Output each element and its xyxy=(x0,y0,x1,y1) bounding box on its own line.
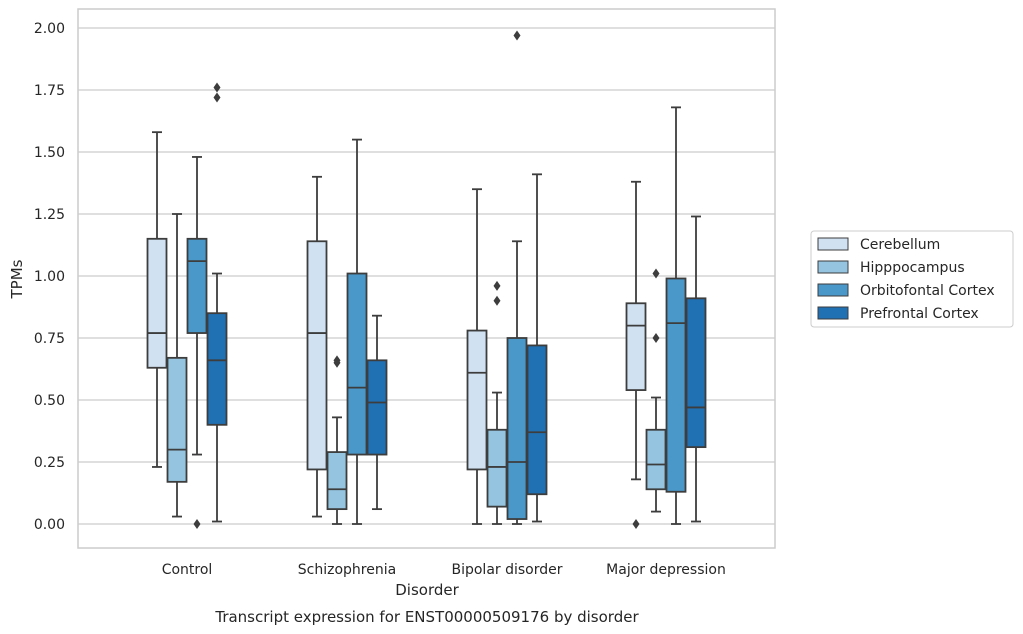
box-iqr xyxy=(366,359,388,456)
box-hipppocampus-2 xyxy=(486,280,508,525)
box-iqr xyxy=(146,237,168,369)
outlier-point xyxy=(213,82,221,93)
legend-label: Hipppocampus xyxy=(860,260,965,276)
legend-label: Prefrontal Cortex xyxy=(860,306,979,322)
box-prefrontal-cortex-0 xyxy=(206,82,228,523)
box-prefrontal-cortex-2 xyxy=(526,173,548,523)
outlier-point xyxy=(493,280,501,291)
box-cerebellum-3 xyxy=(625,180,647,529)
legend-item: Hipppocampus xyxy=(817,260,965,276)
box-iqr xyxy=(166,356,188,483)
outlier-point xyxy=(632,519,640,529)
outlier-point xyxy=(193,519,201,529)
box-cerebellum-0 xyxy=(146,131,168,468)
y-tick-label: 1.50 xyxy=(34,145,65,161)
legend-swatch xyxy=(817,237,849,251)
box-prefrontal-cortex-3 xyxy=(685,215,707,523)
y-tick-label: 0.25 xyxy=(34,455,65,471)
legend-label: Cerebellum xyxy=(860,237,940,253)
outlier-point xyxy=(213,92,221,103)
box-iqr xyxy=(645,428,667,491)
x-tick-label: Bipolar disorder xyxy=(451,562,562,578)
y-tick-label: 0.00 xyxy=(34,517,65,533)
box-orbitofontal-cortex-1 xyxy=(346,138,368,525)
box-groups xyxy=(146,30,707,529)
y-tick-label: 1.00 xyxy=(34,269,65,285)
box-cerebellum-2 xyxy=(466,188,488,525)
box-orbitofontal-cortex-0 xyxy=(186,156,208,529)
box-hipppocampus-0 xyxy=(166,213,188,518)
y-tick-labels: 0.00 0.25 0.50 0.75 1.00 1.25 1.50 1.75 2.00 xyxy=(34,21,65,533)
box-iqr xyxy=(506,337,528,520)
outlier-point xyxy=(493,295,501,306)
box-cerebellum-1 xyxy=(306,175,328,518)
outlier-point xyxy=(652,268,660,279)
box-iqr xyxy=(346,272,368,456)
x-tick-label: Control xyxy=(162,562,213,578)
y-tick-label: 0.50 xyxy=(34,393,65,409)
legend-label: Orbitofontal Cortex xyxy=(860,283,995,299)
outlier-point xyxy=(513,30,521,41)
legend-frame xyxy=(810,230,1014,328)
outlier-point xyxy=(652,333,660,343)
box-iqr xyxy=(466,329,488,471)
legend-item: Orbitofontal Cortex xyxy=(817,283,995,299)
legend-swatch xyxy=(817,283,849,297)
outlier-point xyxy=(333,355,341,366)
box-iqr xyxy=(306,240,328,471)
legend: Cerebellum Hipppocampus Orbitofontal Corte… xyxy=(810,230,1014,328)
box-iqr xyxy=(326,451,348,511)
box-orbitofontal-cortex-2 xyxy=(506,30,528,525)
box-hipppocampus-3 xyxy=(645,268,667,513)
box-iqr xyxy=(206,312,228,426)
y-tick-label: 1.25 xyxy=(34,207,65,223)
x-tick-labels: Control Schizophrenia Bipolar disorder Majo… xyxy=(162,562,726,578)
box-orbitofontal-cortex-3 xyxy=(665,106,687,525)
y-tick-label: 1.75 xyxy=(34,83,65,99)
legend-swatch xyxy=(817,260,849,274)
box-hipppocampus-1 xyxy=(326,355,348,525)
plot-frame xyxy=(77,8,776,549)
y-tick-label: 0.75 xyxy=(34,331,65,347)
legend-item: Prefrontal Cortex xyxy=(817,306,979,322)
y-tick-label: 2.00 xyxy=(34,21,65,37)
box-iqr xyxy=(685,297,707,449)
legend-item: Cerebellum xyxy=(817,237,940,253)
legend-swatch xyxy=(817,306,849,320)
box-prefrontal-cortex-1 xyxy=(366,314,388,511)
x-axis-label: Disorder xyxy=(395,581,459,599)
box-iqr xyxy=(486,428,508,508)
box-iqr xyxy=(526,344,548,496)
x-tick-label: Major depression xyxy=(606,562,726,578)
box-iqr xyxy=(186,237,208,334)
box-iqr xyxy=(625,302,647,391)
y-axis-label: TPMs xyxy=(8,259,26,299)
x-tick-label: Schizophrenia xyxy=(298,562,396,578)
box-iqr xyxy=(665,277,687,493)
chart-caption: Transcript expression for ENST0000050917… xyxy=(214,608,639,626)
